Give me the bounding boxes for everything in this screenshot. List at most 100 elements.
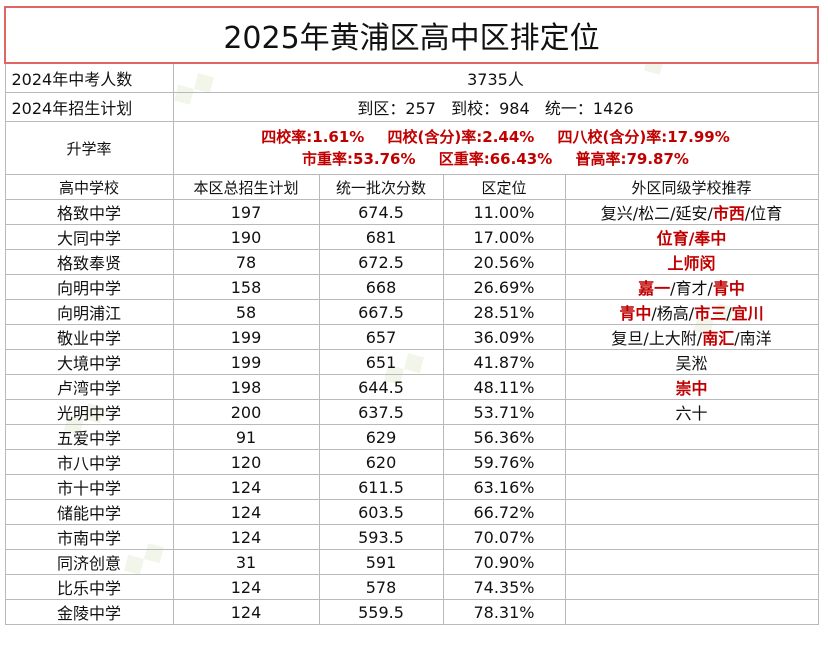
table-row: 金陵中学 124 559.5 78.31% <box>4 599 819 625</box>
col-header-plan: 本区总招生计划 <box>172 174 320 200</box>
recommend-cell: 青中/杨高/市三/宜川 <box>564 299 819 325</box>
score-cell: 668 <box>318 274 444 300</box>
rank-cell: 28.51% <box>442 299 566 325</box>
plan-cell: 198 <box>172 374 320 400</box>
rank-cell: 66.72% <box>442 499 566 525</box>
plan-value: 到区：257 到校：984 统一：1426 <box>172 92 819 122</box>
school-cell: 向明浦江 <box>4 299 174 325</box>
rank-cell: 53.71% <box>442 399 566 425</box>
score-cell: 651 <box>318 349 444 375</box>
plan-cell: 199 <box>172 349 320 375</box>
score-cell: 603.5 <box>318 499 444 525</box>
recommend-cell <box>564 424 819 450</box>
recommend-cell: 吴淞 <box>564 349 819 375</box>
col-header-recommend: 外区同级学校推荐 <box>564 174 819 200</box>
table-row: 向明浦江 58 667.5 28.51% 青中/杨高/市三/宜川 <box>4 299 819 325</box>
score-cell: 593.5 <box>318 524 444 550</box>
score-cell: 681 <box>318 224 444 250</box>
table-row: 大同中学 190 681 17.00% 位育/奉中 <box>4 224 819 250</box>
plan-cell: 124 <box>172 524 320 550</box>
plan-cell: 91 <box>172 424 320 450</box>
score-cell: 657 <box>318 324 444 350</box>
school-cell: 卢湾中学 <box>4 374 174 400</box>
recommend-segment: 复兴/松二/延安/ <box>600 204 713 223</box>
score-cell: 672.5 <box>318 249 444 275</box>
school-cell: 向明中学 <box>4 274 174 300</box>
recommend-cell: 崇中 <box>564 374 819 400</box>
recommend-segment: 青中 <box>619 304 652 323</box>
recommend-segment: 南汇 <box>702 329 735 348</box>
rank-cell: 48.11% <box>442 374 566 400</box>
table-row: 格致中学 197 674.5 11.00% 复兴/松二/延安/市西/位育 <box>4 199 819 225</box>
rank-cell: 36.09% <box>442 324 566 350</box>
plan-cell: 124 <box>172 474 320 500</box>
exam-count-label: 2024年中考人数 <box>4 62 174 93</box>
recommend-segment: 嘉一 <box>638 279 671 298</box>
plan-cell: 120 <box>172 449 320 475</box>
recommend-segment: /位育 <box>744 204 783 223</box>
rank-cell: 17.00% <box>442 224 566 250</box>
table-row: 五爱中学 91 629 56.36% <box>4 424 819 450</box>
recommend-segment: /育才/ <box>670 279 713 298</box>
recommend-cell: 上师闵 <box>564 249 819 275</box>
table-row: 市十中学 124 611.5 63.16% <box>4 474 819 500</box>
plan-label: 2024年招生计划 <box>4 92 174 122</box>
recommend-cell: 复兴/松二/延安/市西/位育 <box>564 199 819 225</box>
recommend-cell: 嘉一/育才/青中 <box>564 274 819 300</box>
plan-cell: 58 <box>172 299 320 325</box>
recommend-cell: 六十 <box>564 399 819 425</box>
col-header-score: 统一批次分数 <box>318 174 444 200</box>
ranking-table: 2025年黄浦区高中区排定位 2024年中考人数 3735人 2024年招生计划… <box>4 6 819 625</box>
rates-label: 升学率 <box>4 121 174 175</box>
rate-item: 市重率:53.76% <box>302 150 416 168</box>
col-header-rank: 区定位 <box>442 174 566 200</box>
rate-item: 四八校(含分)率:17.99% <box>557 128 730 146</box>
plan-cell: 31 <box>172 549 320 575</box>
table-row: 市八中学 120 620 59.76% <box>4 449 819 475</box>
recommend-segment: 市三 <box>694 304 727 323</box>
recommend-segment: 复旦/上大附/ <box>611 329 703 348</box>
score-cell: 674.5 <box>318 199 444 225</box>
score-cell: 644.5 <box>318 374 444 400</box>
recommend-segment: / <box>726 304 732 323</box>
recommend-cell: 复旦/上大附/南汇/南洋 <box>564 324 819 350</box>
recommend-cell <box>564 499 819 525</box>
table-row: 储能中学 124 603.5 66.72% <box>4 499 819 525</box>
recommend-segment: /杨高/ <box>651 304 695 323</box>
recommend-segment: 吴淞 <box>675 354 708 373</box>
rank-cell: 70.90% <box>442 549 566 575</box>
school-cell: 市八中学 <box>4 449 174 475</box>
recommend-cell <box>564 449 819 475</box>
school-cell: 大同中学 <box>4 224 174 250</box>
recommend-segment: 位育/奉中 <box>656 229 727 248</box>
rank-cell: 20.56% <box>442 249 566 275</box>
recommend-cell <box>564 524 819 550</box>
plan-cell: 200 <box>172 399 320 425</box>
recommend-segment: 上师闵 <box>667 254 716 273</box>
plan-cell: 124 <box>172 574 320 600</box>
plan-cell: 199 <box>172 324 320 350</box>
recommend-cell <box>564 599 819 625</box>
rate-item: 四校(含分)率:2.44% <box>387 128 535 146</box>
table-row: 比乐中学 124 578 74.35% <box>4 574 819 600</box>
school-cell: 同济创意 <box>4 549 174 575</box>
rates-line-1: 四校率:1.61% 四校(含分)率:2.44% 四八校(含分)率:17.99% <box>174 126 817 148</box>
exam-count-value: 3735人 <box>172 62 819 93</box>
table-row: 市南中学 124 593.5 70.07% <box>4 524 819 550</box>
score-cell: 667.5 <box>318 299 444 325</box>
school-cell: 光明中学 <box>4 399 174 425</box>
rank-cell: 41.87% <box>442 349 566 375</box>
recommend-cell <box>564 574 819 600</box>
plan-cell: 124 <box>172 499 320 525</box>
rate-item: 四校率:1.61% <box>261 128 365 146</box>
plan-cell: 197 <box>172 199 320 225</box>
col-header-school: 高中学校 <box>4 174 174 200</box>
plan-cell: 158 <box>172 274 320 300</box>
rate-item: 普高率:79.87% <box>575 150 689 168</box>
page-title: 2025年黄浦区高中区排定位 <box>4 6 819 64</box>
score-cell: 591 <box>318 549 444 575</box>
table-row: 光明中学 200 637.5 53.71% 六十 <box>4 399 819 425</box>
plan-value-text: 到区：257 到校：984 统一：1426 <box>357 99 634 118</box>
plan-cell: 124 <box>172 599 320 625</box>
